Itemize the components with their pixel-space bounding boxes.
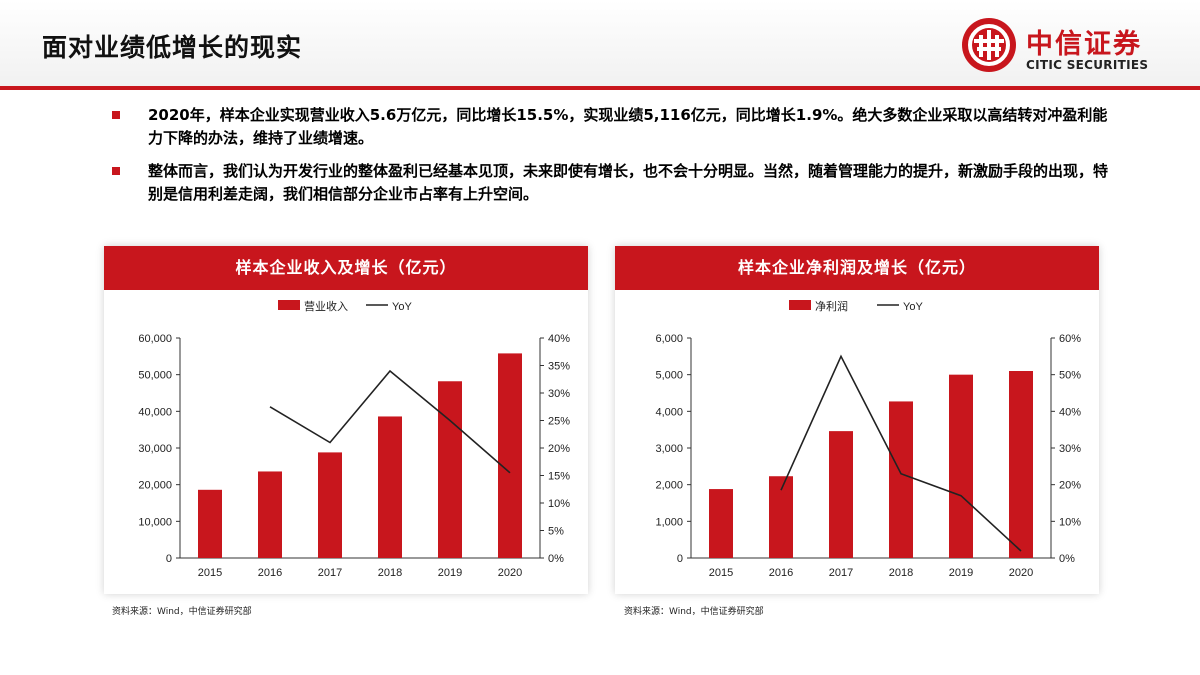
right-tick-label: 10% xyxy=(548,498,570,510)
bullet-text: 整体而言，我们认为开发行业的整体盈利已经基本见顶，未来即使有增长，也不会十分明显… xyxy=(148,162,1109,203)
x-tick-label: 2019 xyxy=(438,567,462,579)
right-tick-label: 40% xyxy=(1059,406,1081,418)
right-tick-label: 0% xyxy=(1059,553,1075,565)
logo-text-en: CITIC SECURITIES xyxy=(1026,58,1149,72)
right-tick-label: 50% xyxy=(1059,370,1081,382)
legend-line-label: YoY xyxy=(392,301,412,313)
left-tick-label: 0 xyxy=(166,553,172,565)
bullet-item: 整体而言，我们认为开发行业的整体盈利已经基本见顶，未来即使有增长，也不会十分明显… xyxy=(110,160,1110,206)
right-tick-label: 20% xyxy=(548,443,570,455)
citic-logo: 中信证券 CITIC SECURITIES xyxy=(960,16,1170,78)
bar xyxy=(829,431,853,558)
bar xyxy=(889,401,913,558)
revenue-chart-panel: 样本企业收入及增长（亿元） 0 10,000 20,000 30,000 40,000 5… xyxy=(104,246,588,594)
left-tick-label: 0 xyxy=(677,553,683,565)
right-tick-label: 30% xyxy=(548,388,570,400)
left-tick-label: 6,000 xyxy=(655,333,683,345)
revenue-chart-source: 资料来源：Wind，中信证券研究部 xyxy=(112,607,252,617)
revenue-chart: 0 10,000 20,000 30,000 40,000 50,000 60,000 0% 5… xyxy=(138,299,570,579)
x-tick-label: 2019 xyxy=(949,567,973,579)
bar xyxy=(949,374,973,558)
x-tick-label: 2020 xyxy=(498,567,522,579)
profit-chart: 0 1,000 2,000 3,000 4,000 5,000 6,000 0% 10% 20% 3… xyxy=(655,299,1081,579)
left-tick-label: 40,000 xyxy=(138,406,172,418)
yoy-line xyxy=(269,369,511,474)
right-tick-label: 25% xyxy=(548,416,570,428)
legend-bar-label: 营业收入 xyxy=(304,299,348,313)
right-tick-label: 35% xyxy=(548,361,570,373)
legend-bar-label: 净利润 xyxy=(815,299,848,313)
legend-line-label: YoY xyxy=(903,301,923,313)
x-tick-label: 2018 xyxy=(889,567,913,579)
right-tick-label: 15% xyxy=(548,471,570,483)
bar xyxy=(1009,371,1033,558)
right-tick-label: 20% xyxy=(1059,480,1081,492)
bullet-text: 2020年，样本企业实现营业收入5.6万亿元，同比增长15.5%，实现业绩5,1… xyxy=(148,106,1108,147)
bullet-square-icon xyxy=(112,111,120,119)
bar xyxy=(378,416,402,558)
x-tick-label: 2015 xyxy=(198,567,222,579)
profit-chart-source: 资料来源：Wind，中信证券研究部 xyxy=(624,607,764,617)
right-tick-label: 10% xyxy=(1059,516,1081,528)
left-tick-label: 60,000 xyxy=(138,333,172,345)
left-tick-label: 20,000 xyxy=(138,480,172,492)
x-tick-label: 2018 xyxy=(378,567,402,579)
bar xyxy=(198,489,222,558)
right-tick-label: 0% xyxy=(548,553,564,565)
profit-chart-panel: 样本企业净利润及增长（亿元） 0 1,000 2,000 3,000 4,000 5,00… xyxy=(615,246,1099,594)
x-tick-label: 2017 xyxy=(318,567,342,579)
left-tick-label: 5,000 xyxy=(655,370,683,382)
left-tick-label: 30,000 xyxy=(138,443,172,455)
right-tick-label: 40% xyxy=(548,333,570,345)
x-tick-label: 2020 xyxy=(1009,567,1033,579)
citic-logo-icon xyxy=(962,18,1016,72)
right-tick-label: 60% xyxy=(1059,333,1081,345)
right-tick-label: 30% xyxy=(1059,443,1081,455)
left-tick-label: 1,000 xyxy=(655,516,683,528)
x-tick-label: 2016 xyxy=(258,567,282,579)
revenue-chart-title: 样本企业收入及增长（亿元） xyxy=(104,246,588,290)
bar xyxy=(438,381,462,558)
profit-chart-title: 样本企业净利润及增长（亿元） xyxy=(615,246,1099,290)
bar xyxy=(709,489,733,558)
page-title: 面对业绩低增长的现实 xyxy=(42,33,303,62)
bullet-square-icon xyxy=(112,167,120,175)
bar xyxy=(318,452,342,558)
bar xyxy=(498,353,522,558)
x-tick-label: 2015 xyxy=(709,567,733,579)
yoy-line xyxy=(780,354,1022,552)
bullet-list: 2020年，样本企业实现营业收入5.6万亿元，同比增长15.5%，实现业绩5,1… xyxy=(110,104,1110,216)
left-tick-label: 4,000 xyxy=(655,406,683,418)
left-tick-label: 3,000 xyxy=(655,443,683,455)
legend-bar-swatch xyxy=(278,300,300,310)
x-tick-label: 2017 xyxy=(829,567,853,579)
left-tick-label: 2,000 xyxy=(655,480,683,492)
left-tick-label: 10,000 xyxy=(138,516,172,528)
header-divider xyxy=(0,86,1200,90)
bullet-item: 2020年，样本企业实现营业收入5.6万亿元，同比增长15.5%，实现业绩5,1… xyxy=(110,104,1110,150)
x-tick-label: 2016 xyxy=(769,567,793,579)
logo-text-cn: 中信证券 xyxy=(1026,29,1142,60)
legend-bar-swatch xyxy=(789,300,811,310)
bar xyxy=(258,471,282,558)
right-tick-label: 5% xyxy=(548,526,564,538)
left-tick-label: 50,000 xyxy=(138,370,172,382)
